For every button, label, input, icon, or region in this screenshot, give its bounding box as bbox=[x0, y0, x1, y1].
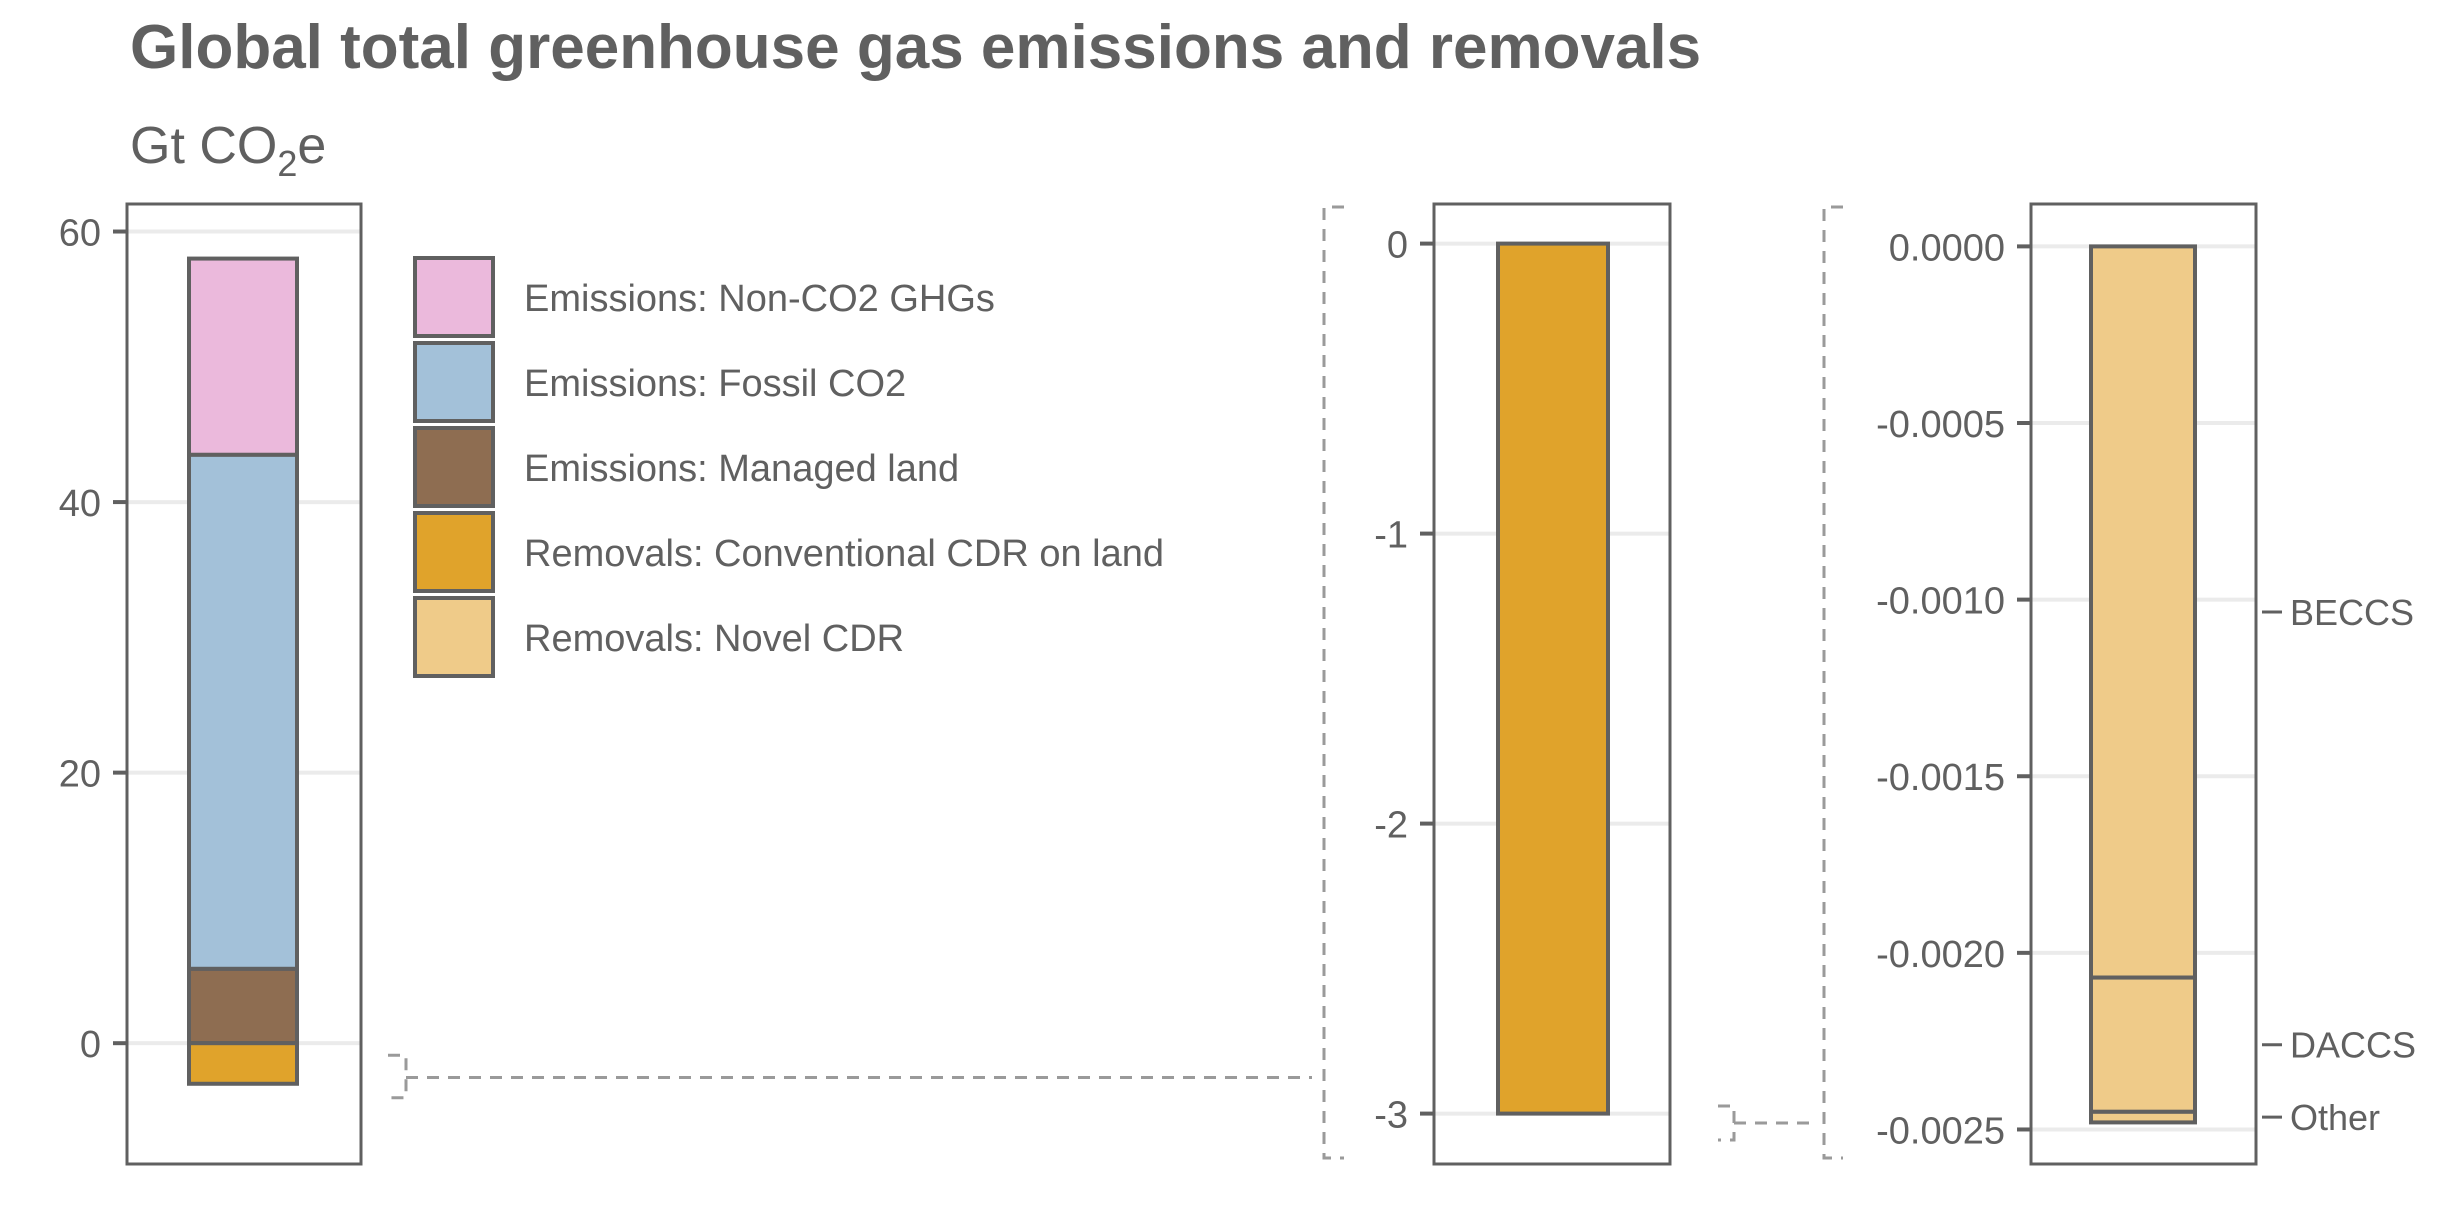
main-panel: 0 20 40 60 bbox=[59, 202, 363, 1166]
y-tick-label: 40 bbox=[59, 483, 101, 525]
y-tick-label: 0.0000 bbox=[1889, 227, 2005, 269]
legend: Emissions: Non-CO2 GHGs Emissions: Fossil… bbox=[413, 256, 1164, 678]
novel-cdr-zoom-panel: 0.0000 -0.0005 -0.0010 -0.0015 -0.0020 -0.002… bbox=[1876, 202, 2416, 1166]
y-tick-label: -0.0010 bbox=[1876, 581, 2005, 623]
annotation-beccs: BECCS bbox=[2290, 592, 2414, 633]
y-tick-label: -0.0005 bbox=[1876, 404, 2005, 446]
y-tick-label: -0.0025 bbox=[1876, 1110, 2005, 1152]
subtitle-subscript: 2 bbox=[277, 143, 297, 184]
bar-segment-beccs bbox=[2089, 244, 2197, 980]
subtitle-suffix: e bbox=[297, 117, 326, 175]
bar-segment-emissions-managed-land bbox=[187, 966, 299, 1046]
bar-segment-daccs bbox=[2089, 975, 2197, 1114]
legend-label: Removals: Novel CDR bbox=[524, 618, 904, 660]
zoom-bracket-main bbox=[388, 1053, 408, 1100]
zoom-bracket-panel3 bbox=[1822, 205, 1843, 1160]
y-tick-label: 0 bbox=[1387, 225, 1408, 267]
legend-label: Emissions: Fossil CO2 bbox=[524, 363, 906, 405]
bar-segment-emissions-fossil-co2 bbox=[187, 452, 299, 971]
annotation-daccs: DACCS bbox=[2290, 1025, 2416, 1066]
y-tick-label: -1 bbox=[1374, 515, 1408, 557]
y-tick-label: -2 bbox=[1374, 805, 1408, 847]
conventional-cdr-zoom-panel: 0 -1 -2 -3 bbox=[1374, 202, 1672, 1166]
legend-swatch bbox=[413, 341, 495, 423]
zoom-connectors bbox=[388, 205, 1843, 1160]
zoom-bracket-panel2 bbox=[1322, 205, 1344, 1160]
y-tick-label: -0.0015 bbox=[1876, 757, 2005, 799]
bar-segment-removals-conventional-cdr-on-land bbox=[187, 1041, 299, 1086]
bar-segment-removals-conventional-cdr-on-land bbox=[1496, 241, 1610, 1116]
chart-title: Global total greenhouse gas emissions an… bbox=[130, 13, 1701, 82]
panel-frame bbox=[1432, 202, 1672, 1166]
legend-label: Emissions: Non-CO2 GHGs bbox=[524, 278, 995, 320]
annotation-other: Other bbox=[2290, 1097, 2380, 1138]
y-tick-label: -3 bbox=[1374, 1095, 1408, 1137]
legend-swatch bbox=[413, 426, 495, 508]
panel-frame bbox=[2029, 202, 2258, 1166]
legend-swatch bbox=[413, 511, 495, 593]
legend-swatch bbox=[413, 256, 495, 338]
y-tick-label: 60 bbox=[59, 213, 101, 255]
panel-frame bbox=[125, 202, 363, 1166]
y-tick-label: -0.0020 bbox=[1876, 934, 2005, 976]
bar-segment-other bbox=[2089, 1109, 2197, 1125]
y-tick-label: 0 bbox=[80, 1024, 101, 1066]
legend-swatch bbox=[413, 596, 495, 678]
legend-label: Emissions: Managed land bbox=[524, 448, 959, 490]
legend-label: Removals: Conventional CDR on land bbox=[524, 533, 1164, 575]
chart-subtitle: Gt CO2e bbox=[130, 117, 326, 184]
zoom-bracket-panel2-bottom bbox=[1718, 1104, 1736, 1142]
subtitle-prefix: Gt CO bbox=[130, 117, 277, 175]
y-tick-label: 20 bbox=[59, 754, 101, 796]
bar-segment-emissions-non-co2-ghgs bbox=[187, 256, 299, 457]
